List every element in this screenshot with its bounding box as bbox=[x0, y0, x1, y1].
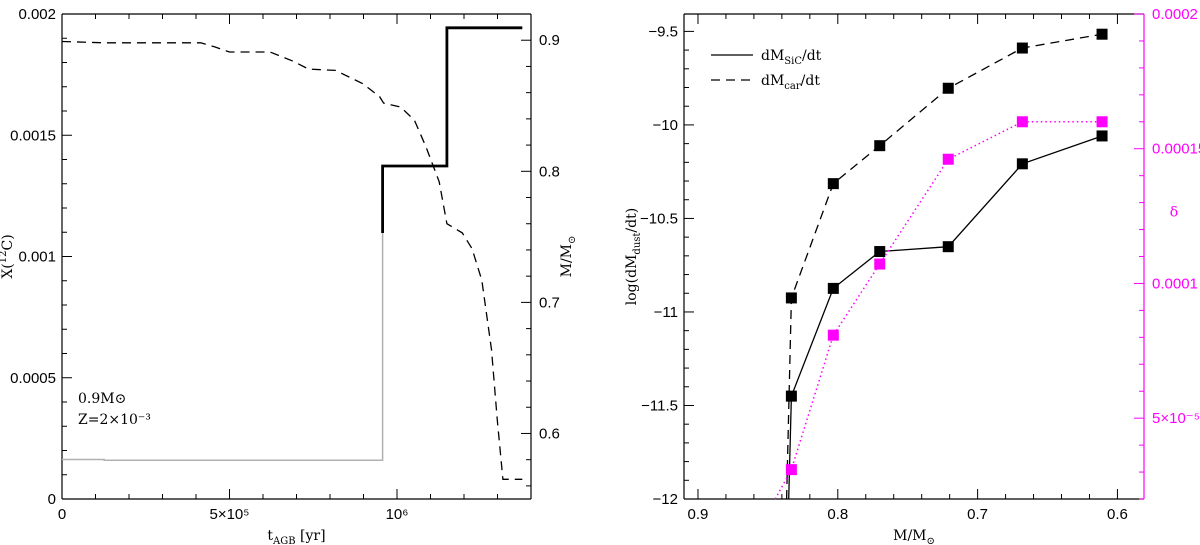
y-right-axis-label: δ bbox=[1170, 205, 1178, 221]
right-panel-dust-rates: 0.9 0.8 0.7 0.6 −12 −11.5 −11 −10.5 −10 −9.5 5×10⁻… bbox=[624, 6, 1200, 545]
y-left-tick-label: 0.001 bbox=[18, 249, 56, 266]
data-point-marker bbox=[827, 178, 839, 190]
y-left-tick-label: −12 bbox=[653, 491, 678, 508]
y-left-tick-label: 0 bbox=[48, 491, 56, 508]
y-left-tick-label: 0.0015 bbox=[10, 127, 56, 144]
series-line-x-12c- bbox=[381, 26, 523, 233]
annotation-text: 0.9M⊙ bbox=[78, 391, 126, 407]
data-point-marker bbox=[942, 82, 954, 94]
y-left-tick-label: −9.5 bbox=[648, 23, 678, 40]
data-point-marker bbox=[1096, 28, 1108, 40]
data-point-marker bbox=[1016, 158, 1028, 170]
y-right-tick-label: 5×10⁻⁵ bbox=[1152, 410, 1200, 427]
y-left-tick-label: 0.002 bbox=[18, 6, 56, 23]
y-right-tick-label: 0.7 bbox=[539, 294, 560, 311]
x-tick-label: 0 bbox=[58, 506, 66, 523]
annotation-text: Z=2×10⁻³ bbox=[78, 412, 151, 428]
y-left-tick-label: −10.5 bbox=[640, 210, 678, 227]
y-right-tick-label: 0.00015 bbox=[1152, 141, 1200, 158]
y-left-tick-label: −11 bbox=[654, 304, 678, 321]
x-tick-label: 0.6 bbox=[1107, 506, 1128, 523]
data-point-marker bbox=[1096, 116, 1108, 128]
data-point-marker bbox=[1016, 42, 1028, 54]
data-point-marker bbox=[874, 140, 886, 152]
series-line-dm-sic-dt bbox=[788, 135, 1103, 500]
data-point-marker bbox=[874, 258, 886, 270]
y-right-tick-label: 0.9 bbox=[539, 32, 560, 49]
data-point-marker bbox=[827, 329, 839, 341]
y-left-tick-label: 0.0005 bbox=[10, 370, 56, 387]
series-line-x-12c-before-tdu bbox=[62, 233, 384, 461]
y-right-tick-label: 0.0001 bbox=[1152, 275, 1198, 292]
data-point-marker bbox=[1096, 130, 1108, 142]
x-tick-label: 0.7 bbox=[967, 506, 988, 523]
x-tick-label: 5×10⁵ bbox=[209, 506, 249, 523]
y-right-tick-label: 0.6 bbox=[539, 425, 560, 442]
series-line-m-msun bbox=[61, 40, 523, 480]
y-left-axis-label: log(dMdust/dt) bbox=[624, 208, 643, 305]
legend-label: dMcar/dt bbox=[761, 73, 820, 92]
data-point-marker bbox=[874, 246, 886, 258]
x-axis-label: M/M⊙ bbox=[893, 528, 935, 545]
legend-label: dMSiC/dt bbox=[761, 48, 822, 67]
y-right-tick-label: 0.8 bbox=[539, 163, 560, 180]
data-point-marker bbox=[1016, 116, 1028, 128]
left-panel-time-evolution: 0 5×10⁵ 10⁶ 0 0.0005 0.001 0.0015 0.002 0.6 0.7 0.… bbox=[0, 6, 578, 545]
x-tick-label: 0.9 bbox=[688, 506, 709, 523]
data-point-marker bbox=[942, 153, 954, 165]
y-left-tick-label: −11.5 bbox=[641, 397, 678, 414]
data-point-marker bbox=[785, 464, 797, 476]
data-point-marker bbox=[942, 241, 954, 253]
series-line-dm-car-dt bbox=[785, 33, 1103, 500]
data-point-marker bbox=[785, 292, 797, 304]
x-tick-label: 0.8 bbox=[827, 506, 848, 523]
data-point-marker bbox=[827, 282, 839, 294]
y-left-axis-label: X(12C) bbox=[0, 234, 16, 278]
x-tick-label: 10⁶ bbox=[386, 506, 409, 523]
data-point-marker bbox=[785, 390, 797, 402]
x-axis-label: tAGB [yr] bbox=[267, 528, 325, 545]
y-right-axis-label: M/M⊙ bbox=[559, 236, 578, 278]
y-left-tick-label: −10 bbox=[653, 117, 678, 134]
y-right-tick-label: 0.0002 bbox=[1152, 6, 1198, 23]
